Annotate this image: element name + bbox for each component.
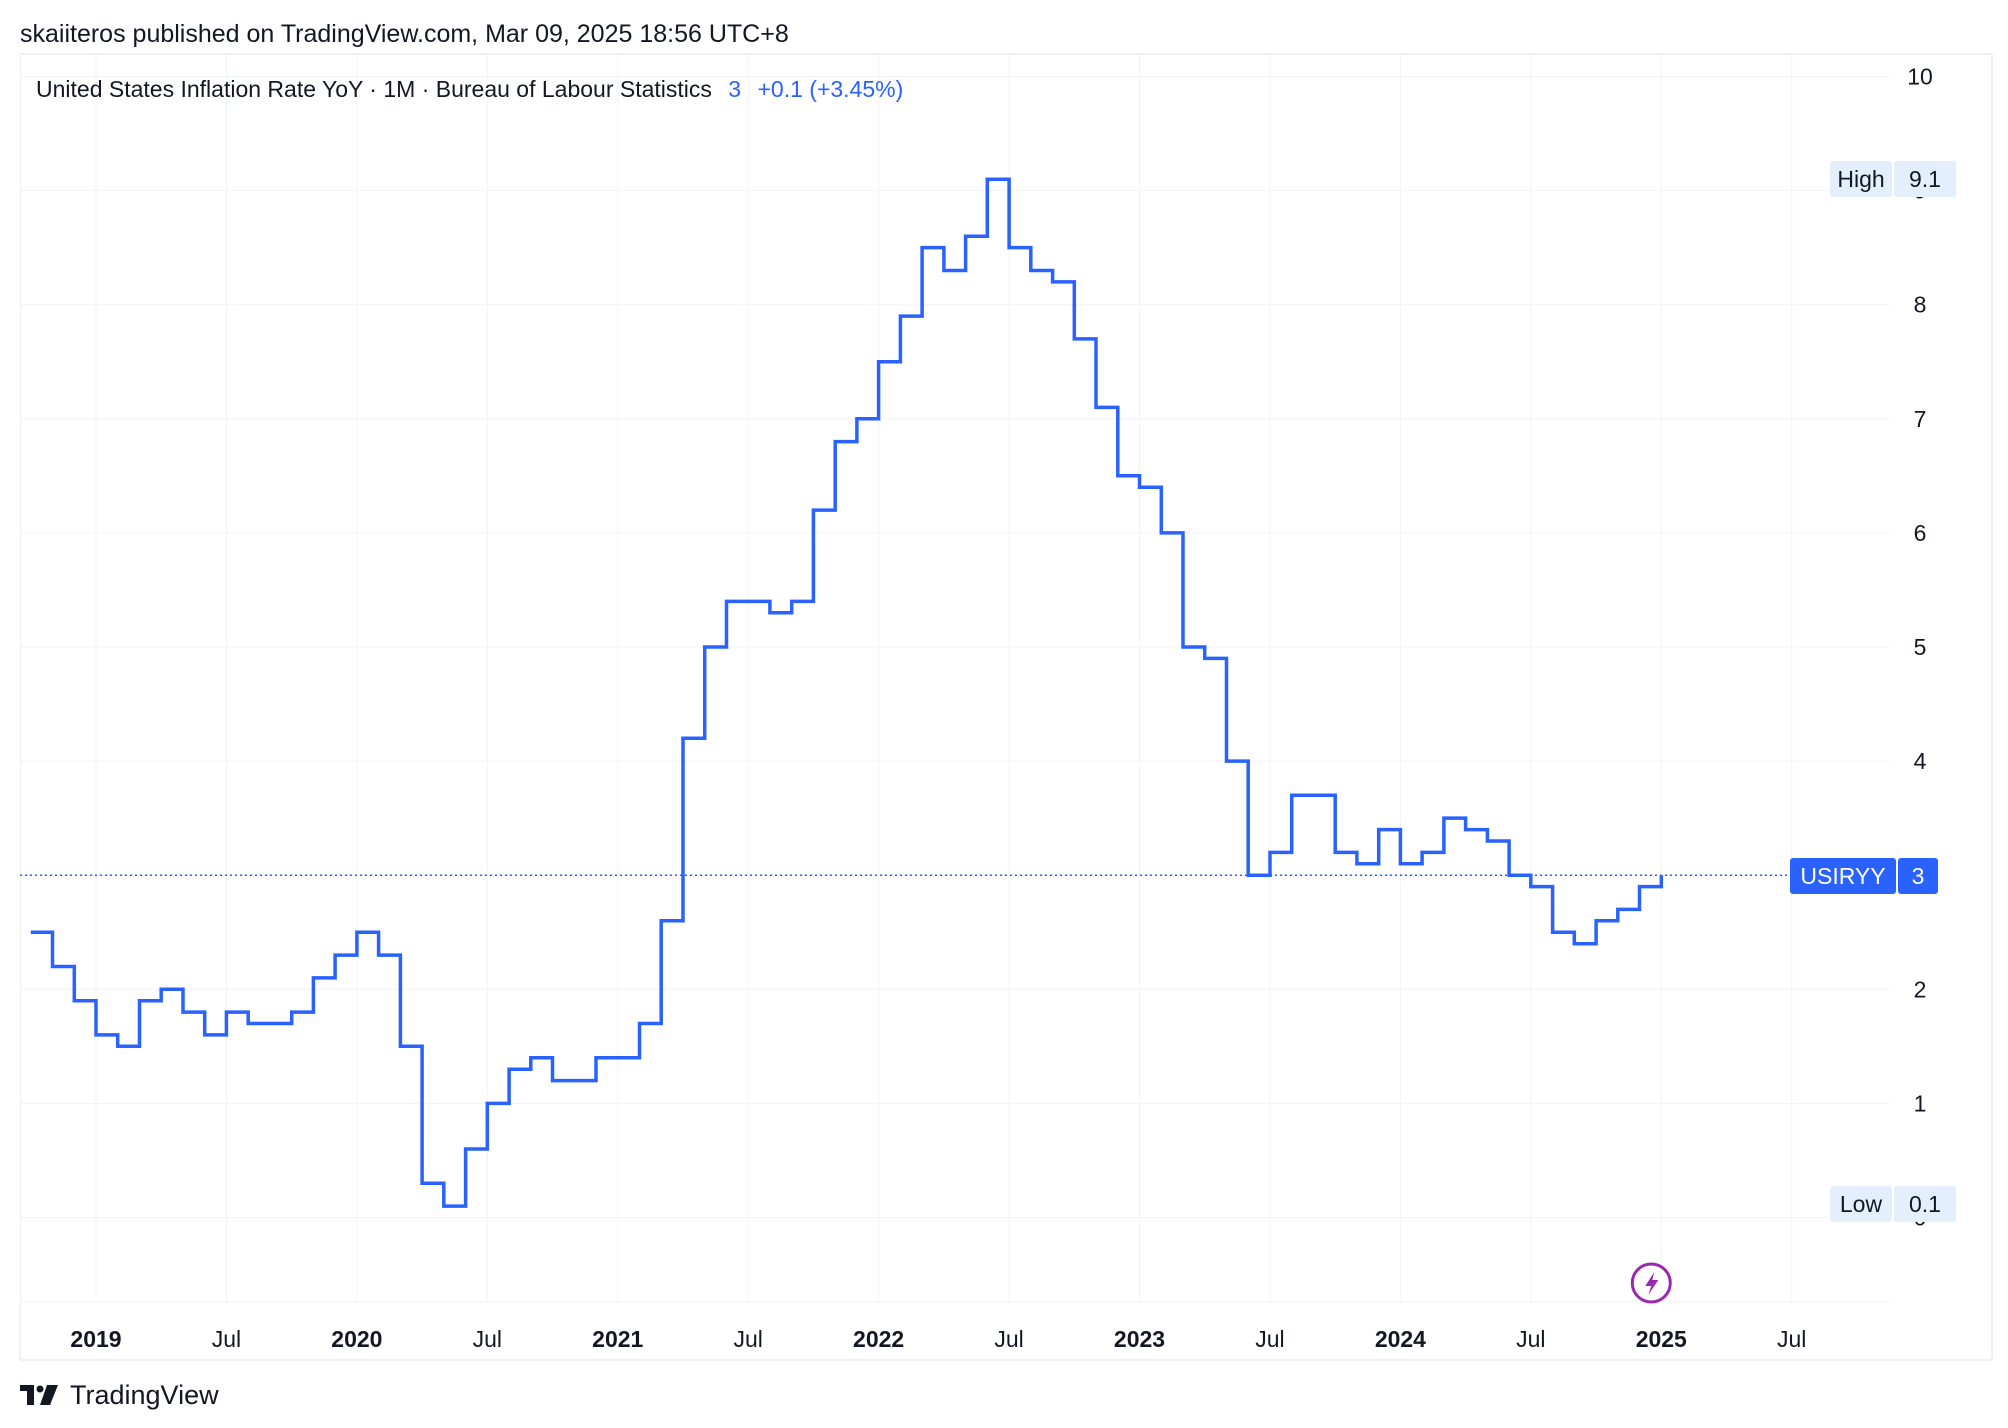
low-badge-value-bg <box>1894 1186 1956 1222</box>
time-tick-label: 2021 <box>592 1326 643 1352</box>
time-tick-label: Jul <box>1516 1326 1545 1352</box>
symbol-badge-bg <box>1790 858 1896 894</box>
time-tick-label: Jul <box>1255 1326 1284 1352</box>
series-legend[interactable]: United States Inflation Rate YoY · 1M · … <box>36 76 903 103</box>
time-tick-label: 2024 <box>1375 1326 1426 1352</box>
price-tick-label: 8 <box>1914 292 1927 318</box>
low-badge: Low 0.1 <box>1830 1186 1956 1222</box>
time-axis[interactable]: 2019 Jul 2020 Jul 2021 Jul 2022 Jul 2023 Jul 2024 J… <box>70 1326 1806 1352</box>
price-tick-label: 7 <box>1914 406 1927 432</box>
high-badge-label-bg <box>1830 161 1892 197</box>
price-axis[interactable]: 012345678910 <box>1907 64 1933 1231</box>
low-badge-value: 0.1 <box>1909 1191 1941 1217</box>
price-tick-label: 10 <box>1907 64 1933 90</box>
low-badge-label-bg <box>1830 1186 1892 1222</box>
series-line-usiryy[interactable] <box>30 177 1664 1208</box>
time-tick-label: Jul <box>212 1326 241 1352</box>
time-tick-label: Jul <box>1777 1326 1806 1352</box>
left-edge-mask <box>0 54 20 1304</box>
time-tick-label: 2020 <box>331 1326 382 1352</box>
high-badge-value: 9.1 <box>1909 166 1941 192</box>
high-badge: High 9.1 <box>1830 161 1956 197</box>
price-tick-label: 5 <box>1914 634 1927 660</box>
footer-brand: TradingView <box>70 1380 219 1410</box>
time-tick-label: Jul <box>994 1326 1023 1352</box>
symbol-badge[interactable]: USIRYY 3 <box>1790 858 1938 894</box>
lightning-icon[interactable] <box>1630 1262 1672 1304</box>
tradingview-logo[interactable]: TradingView <box>20 1380 219 1411</box>
legend-change: +0.1 (+3.45%) <box>757 76 904 102</box>
time-tick-label: Jul <box>473 1326 502 1352</box>
price-tick-label: 1 <box>1914 1090 1927 1116</box>
high-badge-label: High <box>1837 166 1884 192</box>
time-tick-label: 2019 <box>70 1326 121 1352</box>
symbol-badge-label: USIRYY <box>1800 863 1885 889</box>
time-tick-label: 2023 <box>1114 1326 1165 1352</box>
last-value-badge-value: 3 <box>1912 863 1925 889</box>
price-tick-label: 2 <box>1914 976 1927 1002</box>
legend-title: United States Inflation Rate YoY · 1M · … <box>36 76 712 102</box>
time-tick-label: Jul <box>733 1326 762 1352</box>
high-badge-value-bg <box>1894 161 1956 197</box>
time-tick-label: 2025 <box>1636 1326 1687 1352</box>
price-tick-label: 4 <box>1914 748 1927 774</box>
legend-last-value: 3 <box>728 76 742 102</box>
chart-grid <box>20 54 1890 1302</box>
time-tick-label: 2022 <box>853 1326 904 1352</box>
published-by-text: skaiiteros published on TradingView.com,… <box>20 20 789 48</box>
low-badge-label: Low <box>1840 1191 1883 1217</box>
tradingview-logo-icon <box>20 1384 58 1405</box>
last-value-badge-bg <box>1898 858 1938 894</box>
price-tick-label: 6 <box>1914 520 1927 546</box>
